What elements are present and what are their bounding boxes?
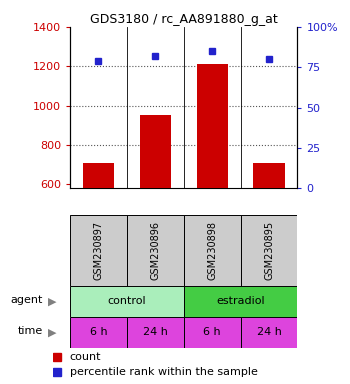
Bar: [240, 317, 298, 348]
Bar: [197, 64, 228, 188]
Bar: [253, 162, 285, 188]
Text: estradiol: estradiol: [216, 296, 265, 306]
Text: 6 h: 6 h: [203, 327, 221, 337]
Bar: [140, 115, 171, 188]
Text: agent: agent: [11, 295, 43, 305]
Bar: [127, 317, 184, 348]
Bar: [70, 286, 184, 317]
Bar: [184, 286, 298, 317]
Text: GSM230897: GSM230897: [93, 221, 104, 280]
Text: 24 h: 24 h: [257, 327, 281, 337]
Title: GDS3180 / rc_AA891880_g_at: GDS3180 / rc_AA891880_g_at: [90, 13, 278, 26]
Text: 6 h: 6 h: [90, 327, 107, 337]
Bar: [70, 215, 127, 286]
Bar: [83, 162, 114, 188]
Text: GSM230896: GSM230896: [150, 221, 160, 280]
Text: count: count: [70, 352, 101, 362]
Text: GSM230898: GSM230898: [207, 221, 217, 280]
Bar: [240, 215, 298, 286]
Text: ▶: ▶: [48, 296, 56, 306]
Text: 24 h: 24 h: [143, 327, 168, 337]
Text: control: control: [107, 296, 146, 306]
Bar: [184, 215, 240, 286]
Text: percentile rank within the sample: percentile rank within the sample: [70, 367, 258, 377]
Text: time: time: [18, 326, 43, 336]
Bar: [70, 317, 127, 348]
Text: GSM230895: GSM230895: [264, 221, 274, 280]
Bar: [127, 215, 184, 286]
Text: ▶: ▶: [48, 327, 56, 337]
Bar: [184, 317, 240, 348]
